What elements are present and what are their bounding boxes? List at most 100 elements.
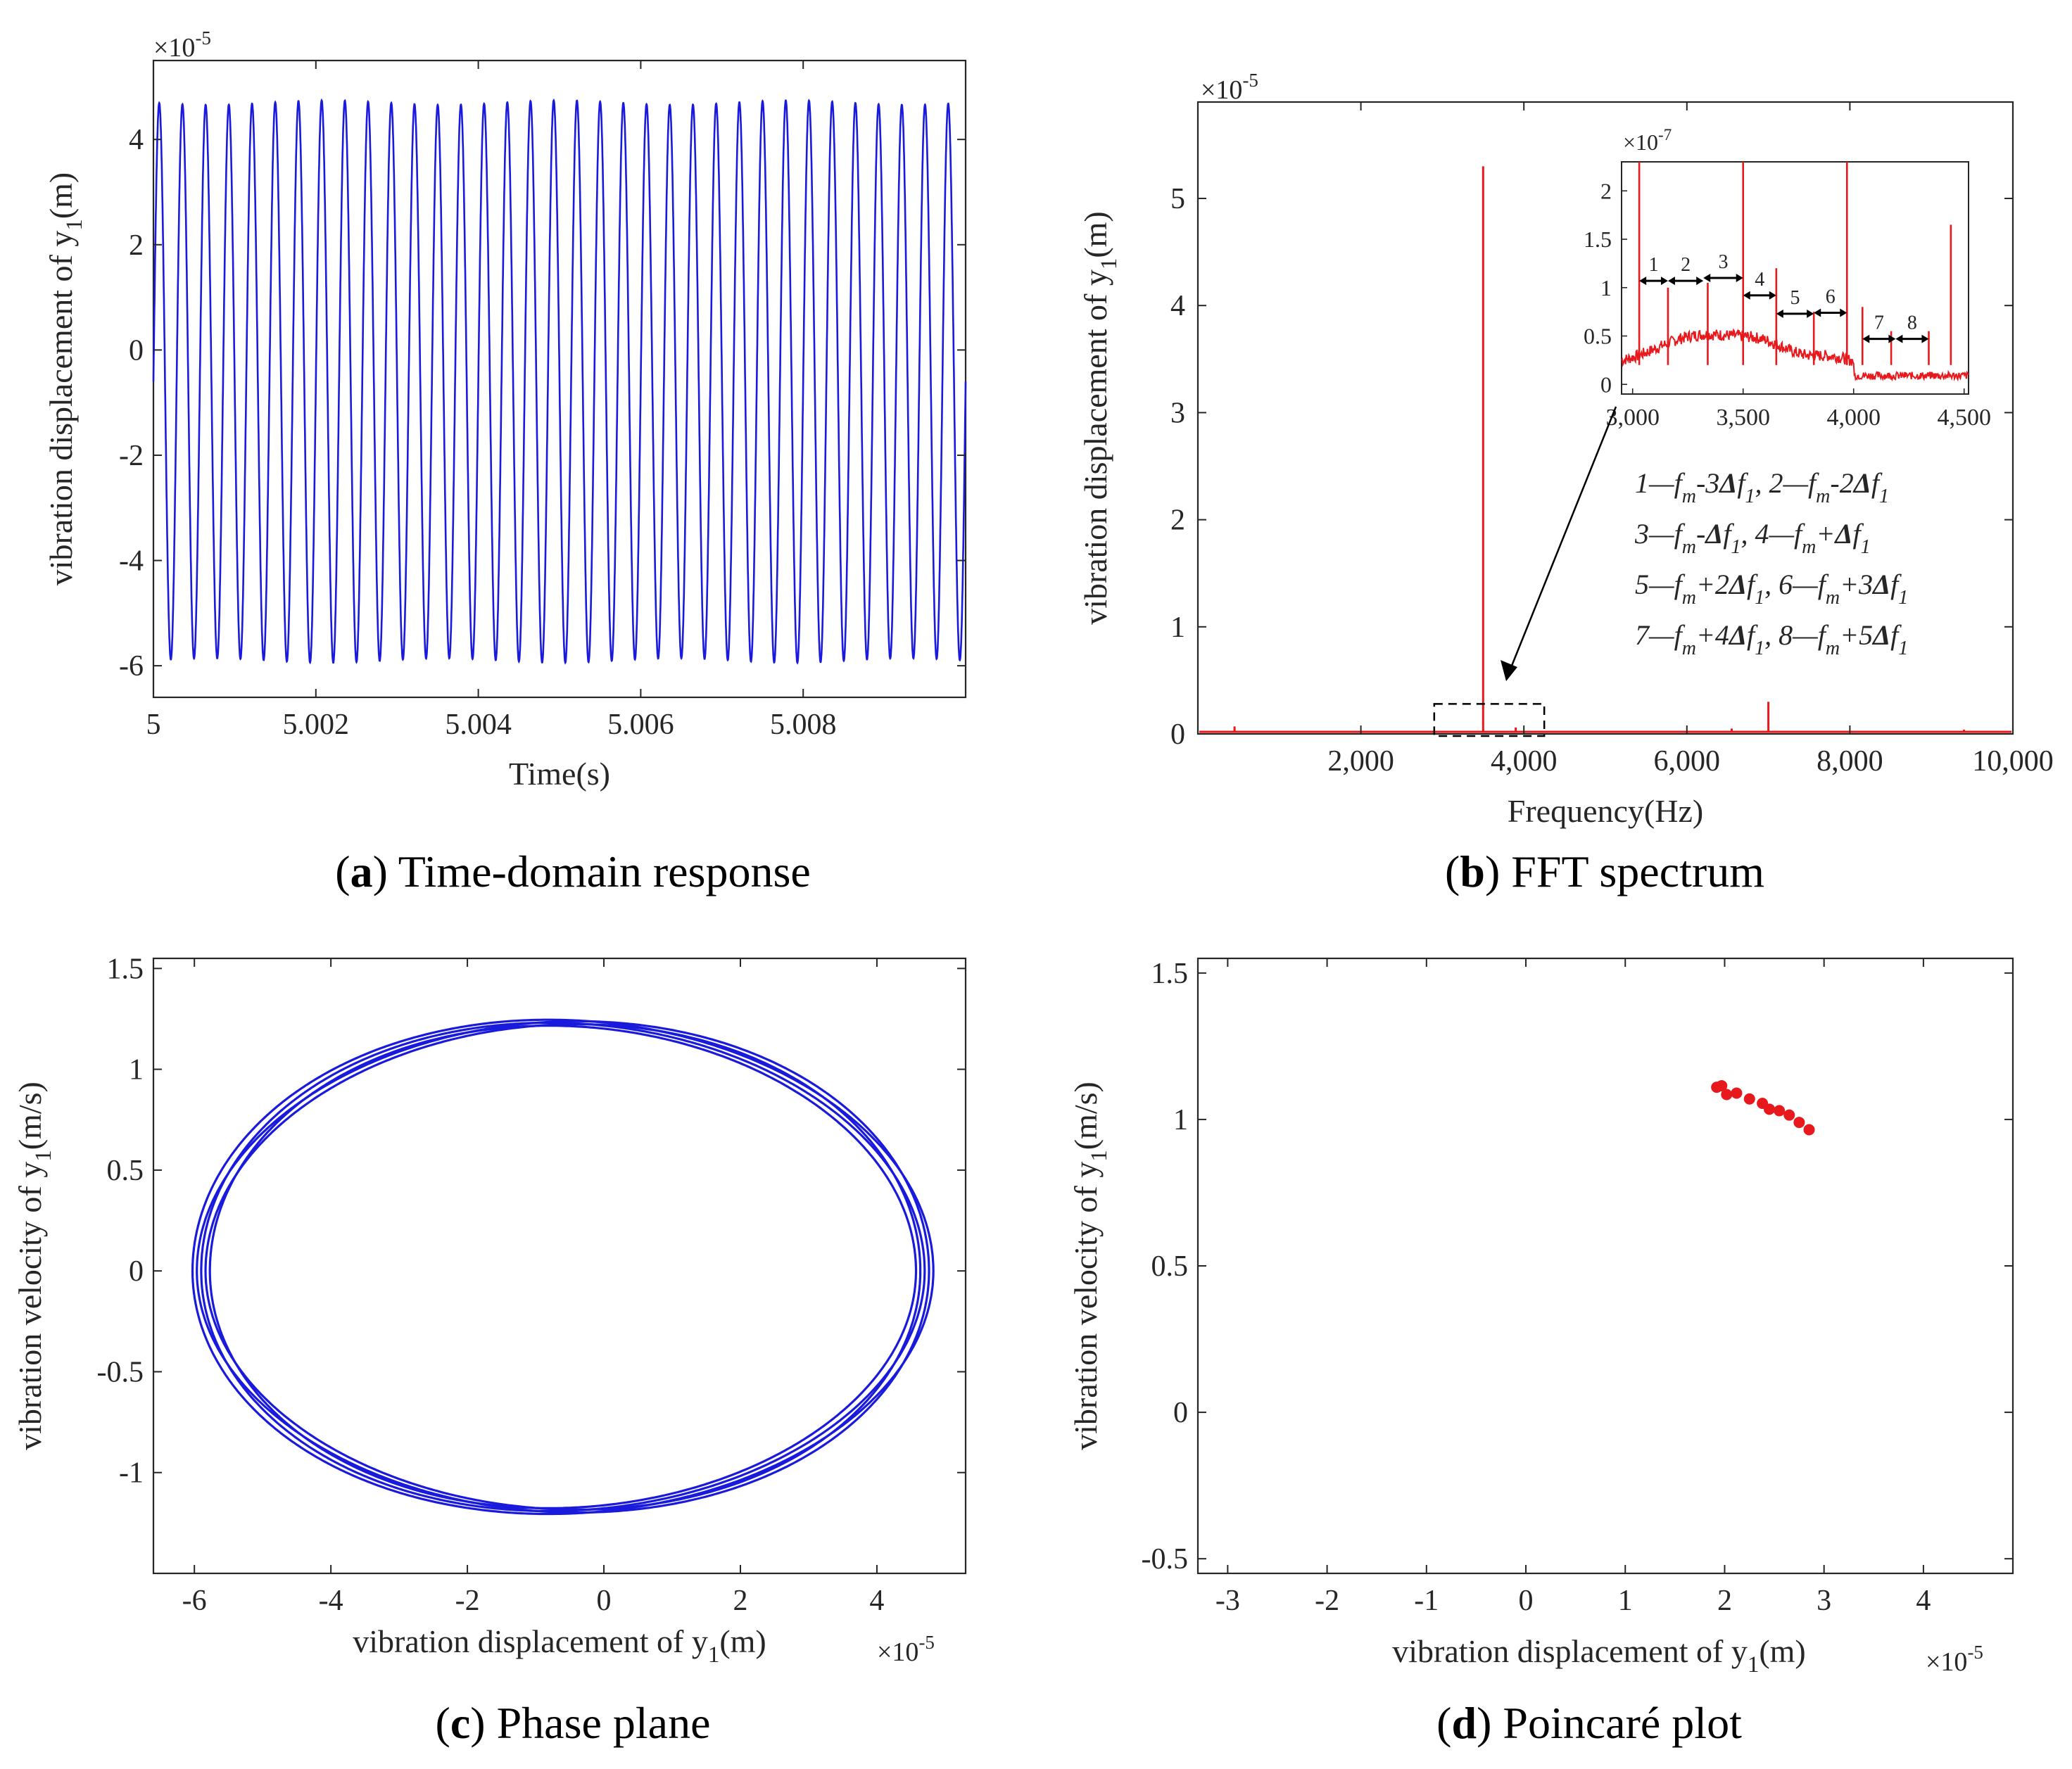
panel-c-axes-box bbox=[152, 957, 967, 1575]
panel-b-caption-text: ) FFT spectrum bbox=[1485, 847, 1764, 896]
panel-d-xlabel-unit: (m) bbox=[1759, 1633, 1805, 1669]
panel-c-ylabel-unit: (m/s) bbox=[12, 1082, 48, 1150]
panel-b-xtick-label: 6,000 bbox=[1654, 745, 1721, 778]
panel-d-poincare-plot: -3 -2 -1 0 1 2 3 4 -0.5 0 0.5 1 1.5 vibration displac… bbox=[1068, 958, 2014, 1748]
panel-b-exponent-exp: -5 bbox=[1242, 70, 1258, 91]
panel-b-legend-part: Δ bbox=[1871, 619, 1890, 651]
panel-a-caption-open: ( bbox=[335, 847, 350, 896]
panel-b-inset-exponent-base: ×10 bbox=[1623, 129, 1658, 155]
panel-b-xtick-label: 2,000 bbox=[1327, 745, 1394, 778]
panel-b-exponent: ×10-5 bbox=[1201, 70, 1258, 105]
panel-b-ytick-label: 0 bbox=[1170, 718, 1185, 751]
panel-c-xlabel-main: vibration displacement of y bbox=[353, 1623, 708, 1659]
panel-a-xtick-label: 5.006 bbox=[607, 709, 674, 741]
panel-b-legend-part: 1 bbox=[1755, 638, 1764, 659]
panel-c-exponent-base: ×10 bbox=[877, 1637, 918, 1667]
panel-c-trajectory bbox=[200, 1021, 926, 1512]
panel-b-caption-letter: b bbox=[1460, 847, 1485, 896]
panel-b-legend-part: Δ bbox=[1704, 518, 1723, 550]
panel-d-point bbox=[1731, 1087, 1743, 1099]
panel-a-ytick-label: -6 bbox=[119, 650, 144, 683]
panel-b-legend-part: Δ bbox=[1852, 467, 1871, 499]
panel-b-legend-part: m bbox=[1682, 536, 1696, 558]
panel-b-axes-box bbox=[1196, 101, 2014, 735]
panel-b-legend-part: m bbox=[1682, 486, 1696, 507]
panel-b-legend-part: 1 bbox=[1745, 486, 1755, 507]
panel-b-legend-part: 1— bbox=[1635, 467, 1674, 499]
panel-b-interval-arrowhead-right bbox=[1769, 291, 1776, 300]
panel-b-legend-part: , 4— bbox=[1741, 518, 1794, 550]
panel-a-time-domain: 5 5.002 5.004 5.006 5.008 -6 -4 -2 0 2 4 ×10-5 Time(… bbox=[43, 27, 967, 896]
panel-d-ylabel-unit: (m/s) bbox=[1068, 1082, 1104, 1150]
panel-b-legend-part: m bbox=[1682, 638, 1696, 659]
panel-b-interval-arrowhead-left bbox=[1895, 334, 1903, 343]
panel-b-interval-arrowhead-left bbox=[1776, 309, 1783, 318]
panel-b-legend-part: 5— bbox=[1635, 569, 1674, 600]
panel-b-inset-floor bbox=[1621, 328, 1969, 382]
panel-d-point bbox=[1803, 1124, 1815, 1136]
panel-c-ytick-label: 1 bbox=[129, 1054, 144, 1086]
panel-b-legend-part: 3— bbox=[1634, 518, 1674, 550]
panel-b-interval-arrowhead-right bbox=[1736, 274, 1743, 282]
panel-c-xtick-label: 0 bbox=[597, 1585, 612, 1617]
panel-b-legend-part: m bbox=[1826, 587, 1840, 609]
panel-b-legend-part: +2 bbox=[1696, 569, 1729, 600]
panel-b-ylabel: vibration displacement of y1(m) bbox=[1078, 211, 1122, 625]
panel-b-inset-ytick-label: 1 bbox=[1600, 275, 1612, 300]
panel-a-xtick-label: 5.004 bbox=[445, 709, 512, 741]
panel-c-xlabel-sub: 1 bbox=[708, 1642, 720, 1668]
panel-b-inset-box bbox=[1621, 161, 1969, 395]
panel-d-caption-letter: d bbox=[1451, 1698, 1477, 1748]
panel-b-legend-part: Δ bbox=[1833, 518, 1852, 550]
panel-b-legend-part: + bbox=[1816, 518, 1835, 550]
panel-b-interval-label: 7 bbox=[1874, 312, 1884, 334]
panel-d-point bbox=[1783, 1109, 1795, 1121]
panel-b-legend-part: Δ bbox=[1728, 619, 1747, 651]
panel-d-ytick-label: -0.5 bbox=[1142, 1543, 1189, 1575]
panel-a-ylabel-sub: 1 bbox=[62, 219, 87, 231]
panel-d-caption-text: ) Poincaré plot bbox=[1477, 1698, 1742, 1748]
panel-b-interval-arrowhead-right bbox=[1840, 308, 1847, 317]
panel-b-interval-label: 4 bbox=[1755, 269, 1764, 291]
panel-b-legend-part: +3 bbox=[1840, 569, 1873, 600]
panel-b-inset-xtick-label: 3,000 bbox=[1605, 405, 1660, 431]
panel-d-ytick-label: 1 bbox=[1173, 1104, 1188, 1136]
panel-b-inset-ytick-label: 1.5 bbox=[1584, 227, 1612, 252]
panel-b-caption: (b) FFT spectrum bbox=[1445, 847, 1764, 896]
panel-b-legend-part: Δ bbox=[1718, 467, 1737, 499]
panel-d-point bbox=[1743, 1093, 1755, 1105]
panel-b-ylabel-main: vibration displacement of y bbox=[1078, 270, 1113, 625]
panel-d-point bbox=[1774, 1105, 1786, 1117]
panel-b-legend-part: 1 bbox=[1898, 587, 1908, 609]
panel-c-trajectory bbox=[208, 1025, 918, 1510]
panel-b-legend-part: 1 bbox=[1731, 536, 1741, 558]
panel-c-xtick-label: 4 bbox=[869, 1585, 884, 1617]
panel-d-ylabel: vibration velocity of y1(m/s) bbox=[1068, 1082, 1112, 1450]
panel-b-inset-exponent: ×10-7 bbox=[1623, 126, 1672, 155]
panel-b-pointer-arrowhead bbox=[1501, 660, 1517, 681]
panel-b-caption-open: ( bbox=[1445, 847, 1460, 896]
panel-b-inset-ytick-label: 0 bbox=[1600, 372, 1612, 397]
panel-b-legend-part: m bbox=[1682, 587, 1696, 609]
panel-b-interval-label: 5 bbox=[1790, 287, 1800, 309]
panel-b-inset-exponent-exp: -7 bbox=[1658, 126, 1672, 144]
panel-c-caption-letter: c bbox=[450, 1698, 470, 1748]
panel-c-xlabel: vibration displacement of y1(m) bbox=[353, 1623, 766, 1668]
panel-d-xlabel-sub: 1 bbox=[1748, 1652, 1760, 1678]
panel-b-legend-part: , 2— bbox=[1755, 467, 1808, 499]
panel-c-xtick-label: 2 bbox=[733, 1585, 747, 1617]
panel-b-interval-arrowhead-left bbox=[1639, 277, 1647, 286]
panel-c-xlabel-unit: (m) bbox=[719, 1623, 766, 1659]
panel-b-ytick-label: 5 bbox=[1170, 183, 1185, 215]
panel-c-exponent-exp: -5 bbox=[918, 1632, 935, 1653]
panel-c-caption: (c) Phase plane bbox=[436, 1698, 711, 1748]
panel-b-legend-line: 3—fm-Δf1, 4—fm+Δf1 bbox=[1634, 518, 1871, 558]
panel-a-ytick-label: 4 bbox=[129, 124, 144, 156]
panel-b-interval-arrowhead-left bbox=[1862, 334, 1870, 343]
panel-b-ytick-label: 2 bbox=[1170, 505, 1185, 537]
panel-b-xtick-label: 8,000 bbox=[1817, 745, 1883, 778]
panel-b-xlabel: Frequency(Hz) bbox=[1508, 793, 1703, 829]
panel-d-exponent-base: ×10 bbox=[1926, 1647, 1967, 1677]
panel-c-ytick-label: -0.5 bbox=[97, 1356, 144, 1388]
